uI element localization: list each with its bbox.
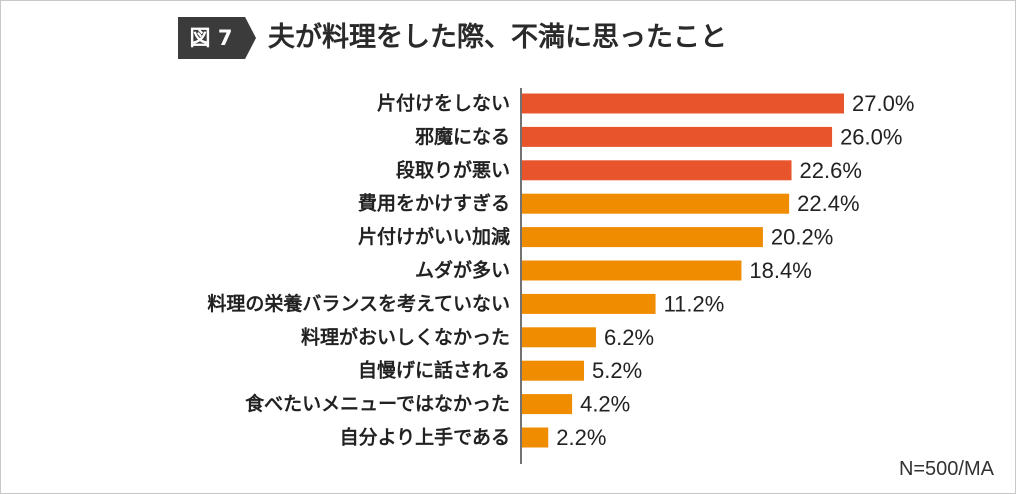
bar: [522, 360, 585, 381]
bar: [522, 227, 763, 248]
bar: [522, 293, 656, 314]
category-label: 料理がおいしくなかった: [301, 325, 510, 348]
value-label: 20.2%: [771, 225, 833, 250]
bar: [522, 193, 790, 214]
bar: [522, 93, 844, 114]
value-label: 27.0%: [852, 91, 914, 116]
category-label: ムダが多い: [415, 259, 510, 282]
category-label: 費用をかけすぎる: [358, 192, 510, 215]
value-label: 22.4%: [797, 191, 859, 216]
category-label: 自分より上手である: [340, 426, 510, 449]
value-label: 6.2%: [604, 325, 654, 350]
value-label: 5.2%: [592, 358, 642, 383]
value-label: 26.0%: [840, 124, 902, 149]
bar: [522, 327, 596, 348]
category-label: 料理の栄養バランスを考えていない: [207, 292, 510, 315]
chart-title: 夫が料理をした際、不満に思ったこと: [268, 22, 727, 53]
category-label: 片付けがいい加減: [358, 225, 510, 248]
value-label: 2.2%: [556, 425, 606, 450]
category-label: 段取りが悪い: [396, 158, 510, 181]
bar: [522, 160, 792, 181]
bar: [522, 260, 742, 281]
bar: [522, 126, 833, 147]
figure-label: 図 7: [189, 26, 233, 50]
bar: [522, 427, 549, 448]
figure-badge: 図 7: [178, 17, 256, 59]
value-label: 22.6%: [800, 158, 862, 183]
value-label: 18.4%: [749, 258, 811, 283]
category-label: 食べたいメニューではなかった: [245, 392, 510, 415]
category-label: 片付けをしない: [377, 92, 510, 115]
bar: [522, 394, 573, 415]
sample-note: N=500/MA: [898, 458, 994, 480]
category-label: 自慢げに話される: [358, 359, 510, 382]
value-label: 11.2%: [664, 291, 725, 316]
value-label: 4.2%: [580, 392, 630, 417]
category-label: 邪魔になる: [414, 125, 510, 148]
